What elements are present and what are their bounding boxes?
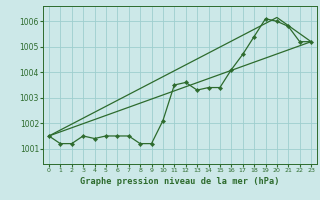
X-axis label: Graphe pression niveau de la mer (hPa): Graphe pression niveau de la mer (hPa) [80,177,280,186]
